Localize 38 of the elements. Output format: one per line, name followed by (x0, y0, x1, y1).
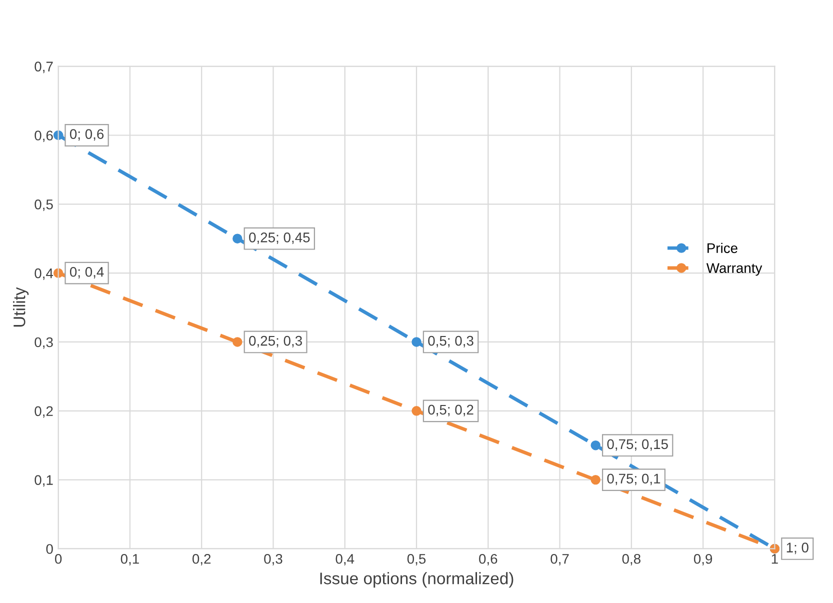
point (590, 440, 600, 450)
x-tick-label: 0,6 (479, 554, 498, 566)
data-label: 0,25; 0,3 (249, 336, 302, 348)
x-axis-title: Issue options (normalized) (320, 572, 514, 588)
x-tick-label: 0,9 (694, 554, 712, 566)
x-tick-label: 0 (54, 554, 62, 564)
x-tick-label: 0,1 (120, 554, 139, 566)
y-tick-label: 0,4 (34, 268, 54, 280)
point (412, 406, 422, 416)
data-label: 1; 0 (786, 542, 808, 554)
point (412, 337, 422, 347)
y-axis-title: Utility (13, 287, 29, 327)
point (232, 337, 242, 347)
y-tick-label: 0,5 (34, 199, 53, 211)
data-label: 0,5; 0,2 (428, 404, 474, 416)
x-tick-label: 0,5 (407, 554, 426, 566)
x-tick-label: 0,3 (264, 554, 282, 566)
y-tick-label: 0,6 (34, 130, 53, 142)
y-tick-label: 0,2 (34, 406, 53, 418)
y-tick-label: 0,3 (34, 337, 53, 349)
data-label: 0,25; 0,45 (249, 232, 310, 244)
data-label: 0,75; 0,1 (607, 474, 660, 486)
x-tick-label: 0,2 (192, 554, 211, 566)
y-tick-label: 0,7 (34, 62, 53, 74)
legend-label: Warranty (706, 263, 762, 276)
x-tick-label: 0,4 (336, 554, 354, 566)
data-label: 0,5; 0,3 (428, 336, 474, 348)
data-label: 0; 0,6 (70, 129, 104, 141)
x-tick-label: 0,7 (550, 554, 569, 566)
point (590, 474, 600, 485)
y-tick-label: 0 (46, 544, 53, 554)
point (232, 234, 242, 244)
data-label: 0,75; 0,15 (607, 439, 668, 451)
x-tick-label: 0,8 (622, 554, 640, 566)
y-tick-label: 0,1 (34, 475, 53, 487)
legend-label: Price (708, 242, 738, 254)
data-label: 0; 0,4 (70, 266, 104, 278)
x-tick-label: 1 (772, 554, 778, 564)
